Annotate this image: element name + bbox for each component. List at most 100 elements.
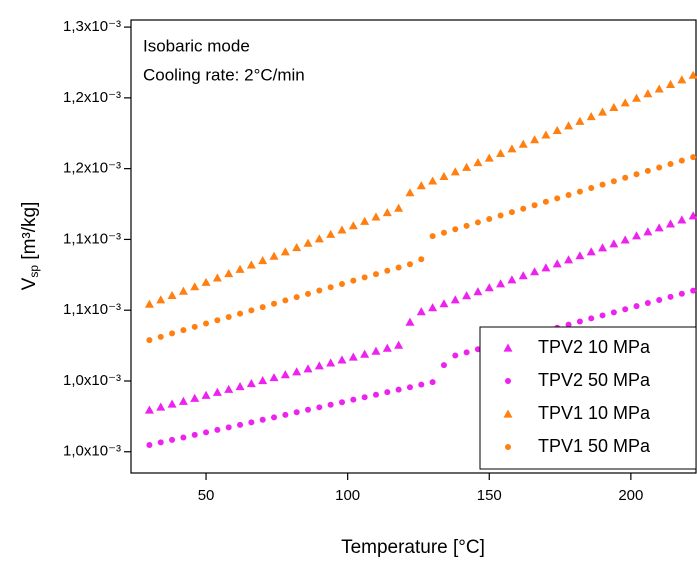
legend-label: TPV2 50 MPa <box>538 370 651 390</box>
circle-point <box>656 297 663 304</box>
circle-point <box>395 386 402 393</box>
triangle-point <box>144 299 154 308</box>
triangle-point <box>428 176 438 185</box>
circle-point <box>180 434 187 441</box>
circle-point <box>418 381 425 388</box>
circle-point <box>463 222 470 229</box>
circle-point <box>452 226 459 233</box>
triangle-point <box>666 79 676 89</box>
triangle-point <box>167 290 177 299</box>
triangle-point <box>258 256 268 265</box>
circle-point <box>667 293 674 300</box>
triangle-point <box>552 125 562 135</box>
triangle-point <box>190 393 200 402</box>
triangle-point <box>666 219 676 228</box>
triangle-point <box>541 263 551 272</box>
triangle-point <box>201 390 211 399</box>
triangle-point <box>212 273 222 282</box>
circle-point <box>588 185 595 192</box>
triangle-point <box>382 343 392 352</box>
legend-label: TPV2 10 MPa <box>538 337 651 357</box>
circle-point <box>157 439 164 446</box>
circle-point <box>406 261 413 268</box>
circle-point <box>508 209 515 216</box>
circle-point <box>690 154 697 161</box>
x-tick-label: 50 <box>198 487 215 504</box>
triangle-point <box>156 295 166 304</box>
triangle-point <box>530 267 540 276</box>
triangle-point <box>518 271 528 280</box>
circle-point <box>259 416 266 423</box>
circle-point <box>372 271 379 278</box>
circle-point <box>305 290 312 297</box>
triangle-point <box>360 349 370 358</box>
triangle-point <box>326 229 336 238</box>
circle-point <box>667 160 674 167</box>
circle-point <box>406 384 413 391</box>
triangle-point <box>564 255 574 264</box>
circle-point <box>690 287 697 294</box>
legend-label: TPV1 50 MPa <box>538 436 651 456</box>
circle-point <box>203 429 210 436</box>
y-tick-label: 1,0x10⁻³ <box>63 372 121 389</box>
triangle-point <box>348 221 358 230</box>
legend-entry: TPV1 10 MPa <box>538 403 651 423</box>
triangle-point <box>575 116 585 125</box>
circle-point <box>633 171 640 178</box>
circle-point <box>191 431 198 438</box>
triangle-point <box>530 135 540 144</box>
circle-point <box>316 287 323 294</box>
triangle-point <box>564 121 574 130</box>
circle-point <box>565 321 572 328</box>
circle-point <box>338 281 345 288</box>
triangle-point <box>620 98 630 107</box>
triangle-point <box>586 112 596 121</box>
triangle-point <box>688 211 697 220</box>
circle-point <box>474 219 481 226</box>
circle-point <box>474 346 481 353</box>
triangle-point <box>201 277 211 286</box>
circle-point <box>610 309 617 316</box>
triangle-point <box>212 387 222 396</box>
circle-point <box>327 284 334 291</box>
circle-point <box>282 297 289 304</box>
circle-point <box>678 157 685 164</box>
circle-point <box>237 421 244 428</box>
circle-point <box>169 436 176 443</box>
triangle-point <box>428 303 438 312</box>
triangle-point <box>178 396 188 405</box>
legend-label: TPV1 10 MPa <box>538 403 651 423</box>
circle-point <box>633 303 640 310</box>
triangle-point <box>439 171 449 181</box>
legend-marker <box>505 444 511 450</box>
legend-entry: TPV2 10 MPa <box>538 337 651 357</box>
circle-point <box>576 188 583 195</box>
triangle-point <box>416 181 426 190</box>
circle-point <box>644 167 651 174</box>
circle-point <box>384 389 391 396</box>
y-axis-title-sub: sp <box>27 265 41 278</box>
triangle-point <box>598 107 608 116</box>
triangle-point <box>314 234 324 243</box>
y-axis-title-main: V <box>19 277 40 290</box>
circle-point <box>395 264 402 271</box>
triangle-point <box>167 399 177 408</box>
circle-point <box>520 205 527 212</box>
annotation: Isobaric mode <box>143 36 250 55</box>
circle-point <box>214 426 221 433</box>
circle-point <box>191 323 198 330</box>
triangle-point <box>314 361 324 370</box>
x-tick-label: 200 <box>618 487 643 504</box>
circle-point <box>248 419 255 426</box>
circle-point <box>157 333 164 340</box>
circle-point <box>542 198 549 205</box>
y-tick-label: 1,3x10⁻³ <box>63 18 121 35</box>
circle-point <box>531 202 538 209</box>
circle-point <box>429 233 436 240</box>
circle-point <box>327 401 334 408</box>
circle-point <box>361 274 368 281</box>
triangle-point <box>394 203 404 212</box>
circle-point <box>588 315 595 322</box>
triangle-point <box>337 225 347 234</box>
